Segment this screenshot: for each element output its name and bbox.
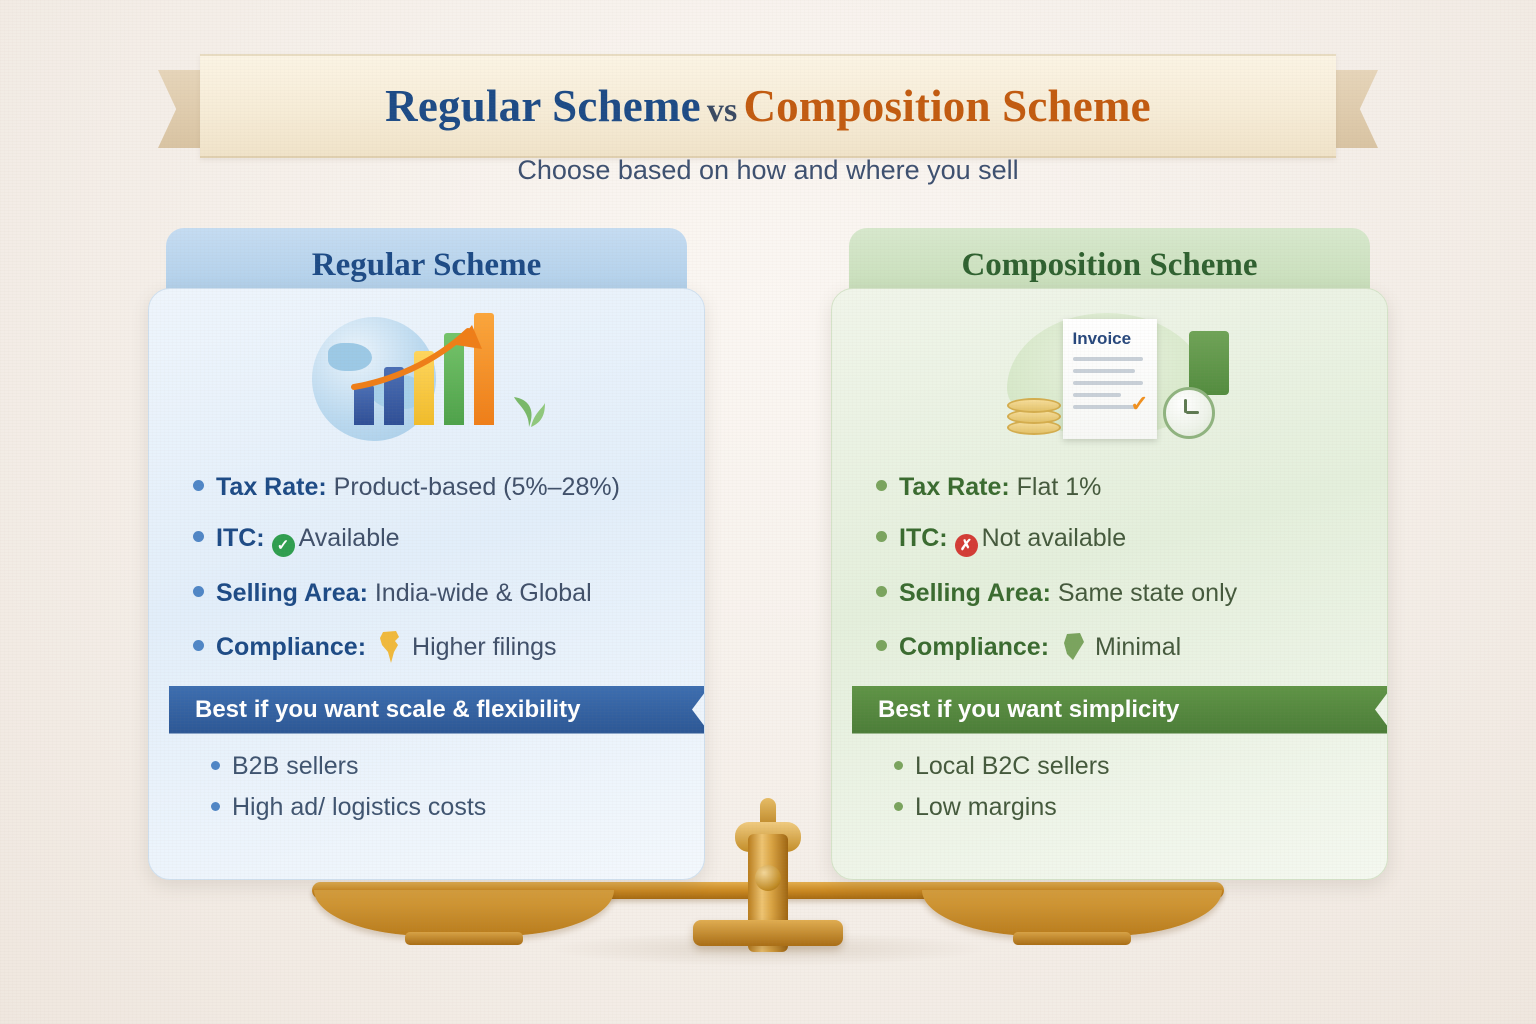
title-left-part: Regular Scheme [385,81,701,131]
cross-circle-icon: ✗ [954,533,978,557]
facts-list-regular: Tax Rate: Product-based (5%–28%) ITC: ✓ A… [149,467,704,664]
coins-icon [1006,397,1061,435]
bar-1 [353,385,374,425]
bar-4 [443,333,464,425]
fact-label: Tax Rate: [216,473,327,501]
globe-growth-bars-icon [149,311,704,461]
list-item-label: B2B sellers [232,751,359,780]
fact-label: Compliance: [899,632,1050,661]
bullet-dot-icon [211,801,220,811]
growth-arrow-icon [350,325,482,390]
fact-compliance: Compliance: Higher filings [193,630,678,664]
fact-tax-rate: Tax Rate: Product-based (5%–28%) [193,473,678,502]
banner-body: Regular Scheme vs Composition Scheme [200,54,1336,158]
bar-5 [473,313,494,425]
bullet-dot-icon [193,480,204,491]
bullet-dot-icon [193,530,204,542]
bullet-dot-icon [193,639,204,651]
fact-label: ITC: [216,523,265,552]
scale-pivot-knob [755,865,781,891]
bar-3 [413,351,434,425]
scale-pan-foot-right [1013,932,1131,945]
leaf-icon [513,397,545,427]
invoice-graphic: Invoice ✓ [985,313,1235,445]
balance-scale-illustration [0,764,1536,1024]
highlight-strip-regular: Best if you want scale & flexibility [169,686,705,734]
orange-check-icon: ✓ [1130,391,1149,416]
list-item: High ad/ logistics costs [211,793,684,822]
bullet-dot-icon [211,760,220,770]
globe-graphic [302,313,552,441]
fact-value: Same state only [1057,578,1238,607]
bullet-dot-icon [876,585,887,597]
check-circle-icon: ✓ [271,533,295,557]
fact-selling-area: Selling Area: India-wide & Global [193,579,678,608]
fact-value: Higher filings [412,632,557,661]
ledger-book-icon [1188,331,1229,395]
state-map-icon [1064,632,1085,660]
list-item-label: Local B2C sellers [915,751,1110,780]
fact-value: Minimal [1095,632,1182,661]
fact-value: India-wide & Global [374,578,592,607]
fact-selling-area: Selling Area: Same state only [876,579,1361,608]
bullet-dot-icon [876,480,887,491]
fact-label: Tax Rate: [899,473,1010,501]
title-banner: Regular Scheme vs Composition Scheme [0,54,1536,164]
fact-label: Compliance: [216,632,367,661]
strip-wrap-regular: Best if you want scale & flexibility [149,686,704,734]
title-right-part: Composition Scheme [743,81,1151,131]
clock-icon [1162,387,1215,439]
list-item: B2B sellers [211,752,684,781]
bullet-dot-icon [894,760,903,770]
list-item-label: Low margins [915,792,1057,821]
fact-label: Selling Area: [216,578,368,607]
fact-label: ITC: [899,523,948,552]
bullet-dot-icon [876,639,887,651]
tail-list-regular: B2B sellers High ad/ logistics costs [149,734,704,844]
list-item-label: High ad/ logistics costs [232,792,487,821]
comparison-cards: Regular Scheme [0,228,1536,880]
title-vs: vs [706,92,738,129]
scale-base [693,920,843,946]
fact-label: Selling Area: [899,578,1051,607]
card-body-composition: Invoice ✓ Tax Rate: [831,288,1388,880]
fact-tax-rate: Tax Rate: Flat 1% [876,473,1361,502]
page-subtitle: Choose based on how and where you sell [517,155,1019,185]
fact-value: Flat 1% [1016,473,1102,501]
page-title: Regular Scheme vs Composition Scheme [385,80,1151,132]
strip-wrap-composition: Best if you want simplicity [832,686,1387,734]
tail-list-composition: Local B2C sellers Low margins [832,734,1387,844]
fact-value: Not available [981,523,1127,552]
card-body-regular: Tax Rate: Product-based (5%–28%) ITC: ✓ A… [148,288,705,880]
list-item: Low margins [894,793,1367,822]
fact-value: Available [298,523,400,552]
scale-pan-foot-left [405,932,523,945]
bullet-dot-icon [876,530,887,542]
fact-value: Product-based (5%–28%) [333,473,620,501]
bullet-dot-icon [193,585,204,597]
india-map-icon [380,630,400,663]
bullet-dot-icon [894,801,903,811]
list-item: Local B2C sellers [894,752,1367,781]
facts-list-composition: Tax Rate: Flat 1% ITC: ✗ Not available Se… [832,467,1387,664]
card-composition-scheme: Composition Scheme Invoice [831,228,1388,880]
fact-itc: ITC: ✗ Not available [876,524,1361,557]
invoice-coins-clock-icon: Invoice ✓ [832,311,1387,461]
invoice-title: Invoice [1072,329,1132,348]
bar-2 [383,367,404,425]
fact-compliance: Compliance: Minimal [876,630,1361,664]
highlight-strip-composition: Best if you want simplicity [852,686,1388,734]
scale-pan-left [314,890,614,936]
invoice-paper-icon: Invoice ✓ [1062,319,1157,439]
fact-itc: ITC: ✓ Available [193,524,678,557]
scale-pan-right [922,890,1222,936]
card-regular-scheme: Regular Scheme [148,228,705,880]
